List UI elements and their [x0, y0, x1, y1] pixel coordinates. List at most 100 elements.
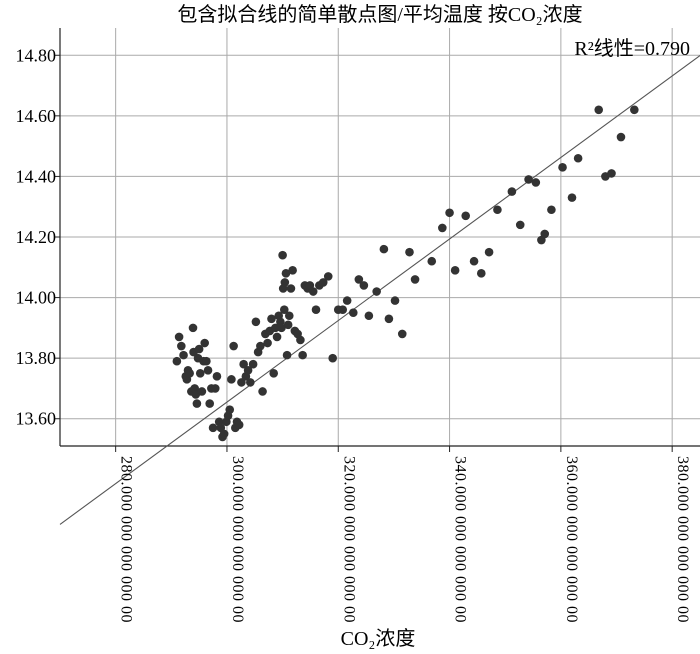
x-tick-label: 280.000 000 000 000 00	[118, 456, 135, 623]
y-tick-label: 14.80	[16, 45, 57, 65]
data-point	[229, 341, 238, 351]
data-point	[348, 308, 358, 318]
data-point	[283, 320, 293, 330]
data-point	[269, 369, 279, 378]
data-point	[278, 250, 287, 260]
data-point	[177, 341, 186, 351]
y-tick-label: 14.20	[16, 227, 57, 247]
data-point	[379, 244, 389, 254]
data-point	[354, 275, 364, 284]
data-point	[461, 211, 471, 221]
data-point	[567, 193, 577, 202]
data-point	[296, 335, 305, 345]
r-squared-annotation: R²线性=0.790	[574, 37, 690, 60]
x-tick-label: 360.000 000 000 000 00	[563, 456, 580, 623]
x-tick-label: 300.000 000 000 000 00	[229, 456, 246, 623]
data-point	[616, 132, 626, 142]
data-point	[469, 256, 479, 266]
data-point	[256, 341, 265, 351]
data-point	[594, 105, 604, 115]
data-point	[251, 317, 261, 327]
data-point	[237, 378, 246, 387]
data-point	[197, 387, 207, 396]
data-point	[227, 375, 236, 384]
data-point	[342, 296, 352, 305]
x-axis-title: CO₂浓度	[341, 627, 416, 650]
data-point	[318, 278, 328, 287]
data-point	[174, 332, 184, 342]
data-point	[384, 314, 394, 324]
data-point	[234, 420, 244, 430]
data-point	[279, 305, 289, 314]
data-point	[547, 205, 556, 215]
data-point	[410, 275, 420, 284]
data-point	[607, 169, 616, 178]
data-point	[397, 329, 407, 339]
data-point	[192, 399, 202, 408]
data-point	[277, 323, 286, 333]
data-point	[194, 344, 204, 354]
data-point	[359, 281, 369, 290]
data-point	[507, 187, 517, 196]
data-point	[493, 205, 502, 215]
y-tick-label: 14.60	[16, 106, 57, 126]
y-tick-label: 13.60	[16, 409, 57, 429]
data-point	[272, 332, 282, 342]
data-point	[286, 284, 296, 293]
data-point	[524, 175, 533, 184]
y-tick-label: 13.80	[16, 348, 57, 368]
data-point	[185, 369, 194, 378]
data-point	[281, 269, 291, 278]
data-point	[179, 350, 188, 360]
data-point	[258, 387, 267, 396]
data-point	[515, 220, 525, 230]
x-tick-label: 320.000 000 000 000 00	[340, 456, 357, 623]
data-point	[202, 356, 211, 366]
data-point	[239, 359, 248, 369]
data-point	[427, 256, 437, 266]
data-point	[248, 359, 258, 369]
tick-labels: 13.60 13.80 14.00 14.20 14.40 14.60 14.80 280.0…	[16, 45, 692, 623]
data-point	[219, 429, 229, 439]
data-point	[445, 208, 454, 218]
data-point	[243, 365, 253, 375]
data-point	[311, 305, 321, 314]
data-point	[188, 323, 198, 333]
data-point	[246, 378, 255, 387]
data-point	[212, 372, 222, 381]
data-point	[208, 423, 218, 433]
data-point	[200, 338, 209, 348]
data-point	[284, 311, 294, 321]
data-point	[288, 266, 297, 275]
data-point	[476, 269, 486, 278]
gridlines	[60, 28, 700, 446]
y-tick-label: 14.40	[16, 166, 57, 186]
data-point	[195, 369, 205, 378]
data-point	[372, 287, 381, 296]
data-point	[298, 350, 307, 360]
data-point	[172, 356, 182, 366]
data-point	[205, 399, 215, 408]
data-point	[540, 229, 550, 239]
data-point	[630, 105, 639, 115]
data-point	[438, 223, 447, 233]
data-point	[282, 350, 292, 360]
data-point	[203, 365, 213, 375]
data-point	[558, 163, 567, 172]
data-point	[328, 353, 337, 363]
data-point	[323, 272, 333, 281]
data-point	[450, 266, 460, 275]
data-point	[308, 287, 318, 296]
data-point	[531, 178, 541, 187]
data-point	[267, 314, 276, 324]
scatter-points	[172, 105, 639, 442]
x-tick-label: 340.000 000 000 000 00	[452, 456, 469, 623]
data-point	[263, 338, 272, 348]
data-point	[280, 278, 290, 287]
data-point	[271, 323, 280, 333]
data-point	[573, 153, 583, 163]
data-point	[364, 311, 374, 321]
data-point	[210, 384, 220, 393]
